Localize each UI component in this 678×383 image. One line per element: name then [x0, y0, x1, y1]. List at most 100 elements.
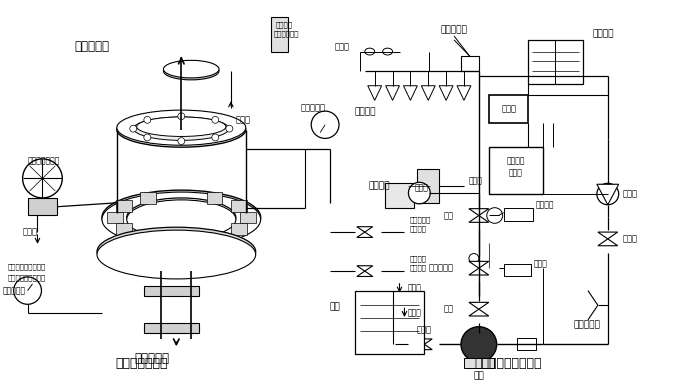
Circle shape: [178, 137, 185, 144]
Text: 雨淋阀的配置图: 雨淋阀的配置图: [115, 357, 168, 370]
Polygon shape: [469, 268, 489, 275]
Text: 水泵结合器: 水泵结合器: [573, 320, 600, 329]
Text: 报警阀: 报警阀: [414, 184, 428, 193]
Ellipse shape: [117, 112, 245, 147]
Polygon shape: [469, 261, 489, 268]
Text: 水池: 水池: [330, 303, 340, 312]
Circle shape: [144, 116, 151, 123]
Ellipse shape: [97, 227, 256, 276]
Text: 单向阀: 单向阀: [622, 190, 637, 198]
Text: 高位水箱: 高位水箱: [593, 29, 614, 39]
Bar: [231, 223, 247, 234]
Text: 由此观察雨淋水给充: 由此观察雨淋水给充: [7, 263, 46, 270]
Polygon shape: [597, 184, 619, 205]
Text: 闸阀: 闸阀: [444, 211, 454, 220]
Ellipse shape: [163, 61, 219, 78]
Circle shape: [311, 111, 339, 138]
Text: 过滤器: 过滤器: [469, 176, 483, 185]
Text: 报警器: 报警器: [501, 105, 516, 114]
Bar: [28, 198, 58, 216]
Text: 水力警铃: 水力警铃: [368, 182, 390, 191]
Text: 压差控制阀: 压差控制阀: [410, 216, 431, 223]
Ellipse shape: [365, 48, 375, 55]
Text: 膜腔压力水: 膜腔压力水: [300, 104, 325, 113]
Circle shape: [144, 134, 151, 141]
Bar: [116, 223, 132, 234]
Text: （蝶阀）: （蝶阀）: [410, 226, 426, 232]
Bar: [116, 200, 132, 212]
Bar: [464, 358, 494, 368]
Circle shape: [469, 254, 479, 263]
Polygon shape: [367, 86, 382, 100]
Polygon shape: [357, 266, 373, 271]
Text: 旁通阀: 旁通阀: [534, 260, 547, 269]
Circle shape: [226, 125, 233, 132]
Text: 重位球阀: 重位球阀: [410, 255, 426, 262]
Bar: [384, 183, 414, 208]
Ellipse shape: [134, 117, 229, 140]
Bar: [504, 264, 532, 276]
Ellipse shape: [163, 62, 219, 80]
Text: 探测器: 探测器: [335, 42, 350, 51]
Ellipse shape: [117, 110, 245, 145]
Bar: [207, 231, 222, 243]
Ellipse shape: [97, 230, 256, 279]
Bar: [231, 200, 247, 212]
Bar: [140, 192, 156, 204]
Text: 接供水管网: 接供水管网: [134, 352, 169, 365]
Text: 接排水: 接排水: [407, 283, 421, 292]
Text: 供水压力表: 供水压力表: [3, 286, 26, 295]
Ellipse shape: [127, 198, 236, 237]
Text: 控制柜: 控制柜: [508, 168, 523, 177]
Polygon shape: [357, 227, 373, 232]
Circle shape: [22, 159, 62, 198]
Text: 水到断阀的实时状况: 水到断阀的实时状况: [7, 275, 46, 281]
Text: 排排水: 排排水: [236, 115, 251, 124]
Polygon shape: [469, 302, 489, 309]
Ellipse shape: [102, 190, 260, 245]
Ellipse shape: [102, 192, 260, 247]
Text: 水泵: 水泵: [473, 371, 484, 380]
Circle shape: [212, 116, 219, 123]
Bar: [489, 147, 543, 194]
Text: （蝶阀）: （蝶阀）: [410, 265, 426, 272]
Text: 火灾报警: 火灾报警: [506, 156, 525, 165]
Text: 控制阀: 控制阀: [417, 325, 432, 334]
Polygon shape: [469, 309, 489, 316]
Ellipse shape: [137, 117, 226, 136]
Polygon shape: [416, 344, 433, 350]
Text: 接系统管网: 接系统管网: [75, 40, 110, 53]
Text: 雨淋灭火系统示意图: 雨淋灭火系统示意图: [475, 357, 542, 370]
Text: 闸阀: 闸阀: [444, 304, 454, 314]
Text: 开式喷头: 开式喷头: [354, 108, 376, 116]
Bar: [528, 40, 583, 84]
Text: 闸水阀（蝶阀）: 闸水阀（蝶阀）: [28, 156, 60, 165]
Polygon shape: [439, 86, 453, 100]
Circle shape: [597, 183, 619, 205]
Text: 接排水: 接排水: [407, 309, 421, 318]
Bar: [271, 17, 288, 52]
Polygon shape: [357, 271, 373, 277]
Polygon shape: [598, 239, 618, 246]
Text: 雨淋报警阀: 雨淋报警阀: [429, 264, 454, 273]
Bar: [207, 192, 222, 204]
Circle shape: [178, 113, 185, 119]
Bar: [144, 286, 199, 296]
Circle shape: [408, 182, 431, 204]
Ellipse shape: [382, 48, 393, 55]
Polygon shape: [403, 86, 418, 100]
Polygon shape: [469, 216, 489, 222]
Bar: [240, 211, 256, 223]
Bar: [174, 234, 189, 246]
Polygon shape: [357, 232, 373, 237]
Bar: [107, 211, 123, 223]
Polygon shape: [416, 339, 433, 344]
Ellipse shape: [127, 200, 236, 239]
Circle shape: [487, 208, 502, 223]
Text: 控制阀: 控制阀: [622, 234, 637, 244]
Text: 接排水: 接排水: [22, 228, 37, 237]
Bar: [461, 56, 479, 71]
Circle shape: [212, 134, 219, 141]
Bar: [504, 208, 534, 221]
Bar: [140, 231, 156, 243]
